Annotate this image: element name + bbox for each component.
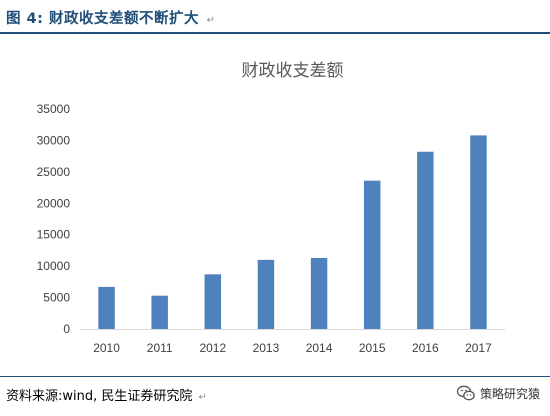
y-tick-label: 30000 [37,133,71,147]
bar [257,259,275,329]
bar-chart: 财政收支差额 0 5000 10000 15000 20000 25000 30000 3500… [37,61,505,355]
bar [98,286,115,329]
x-tick-label: 2017 [465,341,492,355]
x-tick-label: 2011 [147,341,173,355]
figure-label: 图 4: [6,11,44,27]
header-rule [0,32,550,34]
x-tick-label: 2016 [412,341,439,355]
chart-area: 财政收支差额 0 5000 10000 15000 20000 25000 30000 3500… [0,34,550,374]
bar [310,257,328,329]
x-tick-label: 2010 [93,341,120,355]
y-tick-label: 5000 [43,291,70,305]
x-tick-label: 2014 [306,341,333,355]
y-tick-label: 10000 [37,259,71,273]
chart-title: 财政收支差额 [242,61,344,81]
paragraph-mark: ↵ [206,15,216,26]
wechat-icon [456,385,475,401]
y-tick-label: 15000 [37,228,71,242]
y-tick-label: 25000 [37,165,71,179]
bar [470,135,487,329]
bar [417,151,434,329]
x-tick-label: 2013 [253,341,280,355]
x-tick-label: 2015 [359,341,386,355]
watermark-text: 策略研究猿 [479,386,540,401]
y-tick-label: 20000 [37,196,71,210]
source-note: 资料来源:wind, 民生证券研究院 ↵ [6,385,207,404]
y-tick-label: 0 [63,322,70,336]
figure-title-text: 财政收支差额不断扩大 [49,11,199,27]
figure-header: 图 4: 财政收支差额不断扩大 ↵ [0,0,550,32]
footer-rule [0,376,550,377]
figure-title: 图 4: 财政收支差额不断扩大 ↵ [6,7,215,28]
bar [151,295,168,329]
paragraph-mark: ↵ [198,392,207,403]
source-text: 资料来源:wind, 民生证券研究院 [6,389,193,404]
bar [363,180,381,329]
watermark: 策略研究猿 [456,383,540,403]
y-tick-label: 35000 [37,102,71,116]
x-tick-label: 2012 [199,341,226,355]
bar [204,274,222,329]
